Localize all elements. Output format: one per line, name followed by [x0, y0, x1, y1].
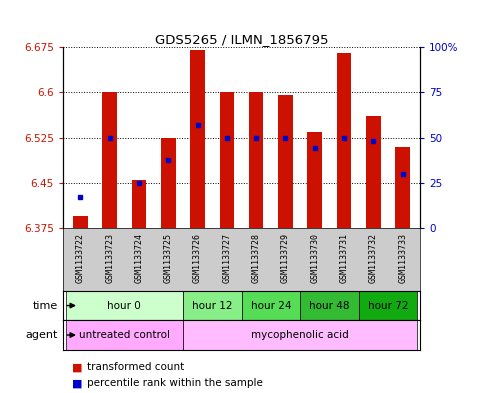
- Text: GSM1133732: GSM1133732: [369, 233, 378, 283]
- Text: hour 72: hour 72: [368, 301, 408, 310]
- Bar: [249, 92, 263, 228]
- Text: GSM1133722: GSM1133722: [76, 233, 85, 283]
- Text: ■: ■: [72, 362, 83, 373]
- Bar: [395, 147, 410, 228]
- Text: GSM1133730: GSM1133730: [310, 233, 319, 283]
- Bar: [132, 180, 146, 228]
- Text: hour 48: hour 48: [309, 301, 350, 310]
- Text: GSM1133727: GSM1133727: [222, 233, 231, 283]
- Title: GDS5265 / ILMN_1856795: GDS5265 / ILMN_1856795: [155, 33, 328, 46]
- Bar: [278, 95, 293, 228]
- Text: hour 0: hour 0: [107, 301, 141, 310]
- Text: GSM1133733: GSM1133733: [398, 233, 407, 283]
- Bar: [66, 291, 183, 320]
- Bar: [307, 132, 322, 228]
- Text: percentile rank within the sample: percentile rank within the sample: [87, 378, 263, 388]
- Text: GSM1133724: GSM1133724: [134, 233, 143, 283]
- Bar: [220, 92, 234, 228]
- Text: GSM1133729: GSM1133729: [281, 233, 290, 283]
- Text: transformed count: transformed count: [87, 362, 184, 373]
- Bar: [161, 138, 176, 228]
- Text: agent: agent: [26, 330, 58, 340]
- Bar: [190, 50, 205, 228]
- Bar: [366, 116, 381, 228]
- Text: hour 12: hour 12: [192, 301, 232, 310]
- Bar: [359, 291, 417, 320]
- Bar: [242, 291, 300, 320]
- Bar: [66, 320, 183, 350]
- Text: ■: ■: [72, 378, 83, 388]
- Bar: [102, 92, 117, 228]
- Text: GSM1133726: GSM1133726: [193, 233, 202, 283]
- Text: GSM1133731: GSM1133731: [340, 233, 349, 283]
- Text: mycophenolic acid: mycophenolic acid: [251, 330, 349, 340]
- Text: GSM1133725: GSM1133725: [164, 233, 173, 283]
- Text: GSM1133728: GSM1133728: [252, 233, 261, 283]
- Text: GSM1133723: GSM1133723: [105, 233, 114, 283]
- Text: hour 24: hour 24: [251, 301, 291, 310]
- Bar: [300, 291, 359, 320]
- Bar: [337, 53, 351, 228]
- Bar: [183, 291, 242, 320]
- Text: untreated control: untreated control: [79, 330, 170, 340]
- Text: time: time: [33, 301, 58, 310]
- Bar: [73, 216, 88, 228]
- Bar: [183, 320, 417, 350]
